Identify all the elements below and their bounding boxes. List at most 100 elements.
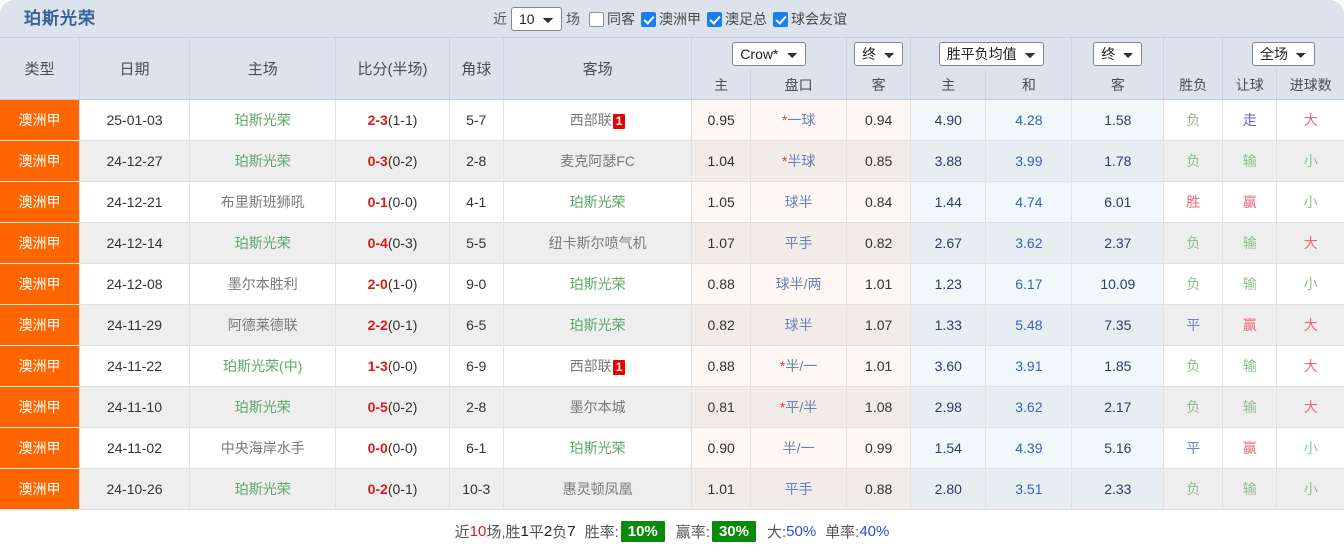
league-badge: 澳洲甲 <box>0 182 79 222</box>
europe-away-odds: 6.01 <box>1104 194 1131 210</box>
league-badge: 澳洲甲 <box>0 141 79 181</box>
cell-league: 澳洲甲 <box>0 264 80 305</box>
bookmaker-time-select[interactable]: 终 <box>854 42 903 66</box>
recent-count-select[interactable]: 10 <box>511 7 562 31</box>
filter-label-2: 球会友谊 <box>791 9 848 29</box>
cell-eu-draw-odds: 5.48 <box>986 305 1072 346</box>
cell-hcap-away-odds: 1.01 <box>847 346 911 387</box>
away-team-name[interactable]: 珀斯光荣 <box>570 276 626 292</box>
home-team-name[interactable]: 中央海岸水手 <box>221 440 305 456</box>
away-team-name[interactable]: 珀斯光荣 <box>570 194 626 210</box>
away-team-name[interactable]: 麦克阿瑟FC <box>560 153 635 169</box>
result-handicap: 赢 <box>1243 440 1257 456</box>
bookmaker-time-selector-cell: 终 <box>847 38 911 70</box>
cell-result-hcap: 输 <box>1223 264 1277 305</box>
europe-odds-select[interactable]: 胜平负均值 <box>939 42 1044 66</box>
europe-home-odds: 3.60 <box>935 358 962 374</box>
footer-odd-value: 40% <box>859 523 889 540</box>
cell-eu-home-odds: 4.90 <box>911 100 986 141</box>
league-badge: 澳洲甲 <box>0 305 79 345</box>
league-badge: 澳洲甲 <box>0 387 79 427</box>
home-team-name[interactable]: 珀斯光荣 <box>235 481 291 497</box>
scope-select[interactable]: 全场 <box>1252 42 1315 66</box>
europe-time-select[interactable]: 终 <box>1093 42 1142 66</box>
cell-score: 0-3(0-2) <box>336 141 449 182</box>
cell-league: 澳洲甲 <box>0 428 80 469</box>
europe-draw-odds: 4.39 <box>1015 440 1042 456</box>
home-team-name[interactable]: 珀斯光荣(中) <box>223 358 302 374</box>
handicap-line: *平/半 <box>780 399 817 415</box>
cell-league: 澳洲甲 <box>0 182 80 223</box>
cell-hcap-away-odds: 0.84 <box>847 182 911 223</box>
cell-score: 2-2(0-1) <box>336 305 449 346</box>
cell-result-goals: 小 <box>1277 469 1344 510</box>
europe-away-odds: 1.58 <box>1104 112 1131 128</box>
away-team-name[interactable]: 惠灵顿凤凰 <box>563 481 633 497</box>
col-header-score: 比分(半场) <box>336 38 449 100</box>
home-team-name[interactable]: 布里斯班狮吼 <box>221 194 305 210</box>
match-score: 0-1(0-0) <box>368 194 418 210</box>
cell-result-wdl: 平 <box>1164 305 1223 346</box>
result-goals: 小 <box>1304 276 1318 292</box>
cell-away-team: 麦克阿瑟FC <box>503 141 691 182</box>
cell-corner: 9-0 <box>449 264 503 305</box>
cell-away-team: 珀斯光荣 <box>503 305 691 346</box>
cell-hcap-home-odds: 1.07 <box>692 223 751 264</box>
footer-draws: 2 <box>544 523 552 540</box>
home-team-name[interactable]: 珀斯光荣 <box>235 399 291 415</box>
cell-hcap-line: *半球 <box>750 141 846 182</box>
cell-result-hcap: 输 <box>1223 469 1277 510</box>
col-header-hcap-home: 主 <box>692 70 751 100</box>
filter-checkbox-0[interactable] <box>641 12 656 27</box>
match-score: 2-2(0-1) <box>368 317 418 333</box>
away-team-name[interactable]: 西部联 <box>570 358 612 374</box>
result-handicap: 输 <box>1243 235 1257 251</box>
filter-label-1: 澳足总 <box>725 9 768 29</box>
home-team-name[interactable]: 珀斯光荣 <box>235 235 291 251</box>
result-wdl: 平 <box>1186 317 1200 333</box>
cell-hcap-line: *平/半 <box>750 387 846 428</box>
home-team-name[interactable]: 珀斯光荣 <box>235 112 291 128</box>
league-badge: 澳洲甲 <box>0 264 79 304</box>
same-venue-label: 同客 <box>607 9 636 29</box>
away-team-name[interactable]: 西部联 <box>570 112 612 128</box>
result-wdl: 负 <box>1186 112 1200 128</box>
league-badge: 澳洲甲 <box>0 469 79 509</box>
bookmaker-select[interactable]: Crow* <box>732 42 806 66</box>
home-team-name[interactable]: 阿德莱德联 <box>228 317 298 333</box>
cell-score: 0-5(0-2) <box>336 387 449 428</box>
cell-result-goals: 小 <box>1277 428 1344 469</box>
away-team-name[interactable]: 珀斯光荣 <box>570 440 626 456</box>
cell-hcap-away-odds: 0.99 <box>847 428 911 469</box>
filter-checkbox-1[interactable] <box>707 12 722 27</box>
home-team-name[interactable]: 珀斯光荣 <box>235 153 291 169</box>
away-team-badge: 1 <box>613 114 626 129</box>
away-team-name[interactable]: 珀斯光荣 <box>570 317 626 333</box>
away-team-name[interactable]: 墨尔本城 <box>570 399 626 415</box>
cell-eu-home-odds: 2.98 <box>911 387 986 428</box>
cell-eu-home-odds: 3.60 <box>911 346 986 387</box>
cell-hcap-away-odds: 0.94 <box>847 100 911 141</box>
europe-home-odds: 1.23 <box>935 276 962 292</box>
home-team-name[interactable]: 墨尔本胜利 <box>228 276 298 292</box>
filter-checkbox-2[interactable] <box>773 12 788 27</box>
away-team-name[interactable]: 纽卡斯尔喷气机 <box>549 235 647 251</box>
cell-home-team: 珀斯光荣(中) <box>189 346 336 387</box>
same-venue-checkbox[interactable] <box>589 12 604 27</box>
footer-winrate-label: 胜率: <box>585 521 619 542</box>
cell-eu-away-odds: 2.17 <box>1072 387 1164 428</box>
cell-result-hcap: 输 <box>1223 141 1277 182</box>
cell-hcap-line: 半/一 <box>750 428 846 469</box>
